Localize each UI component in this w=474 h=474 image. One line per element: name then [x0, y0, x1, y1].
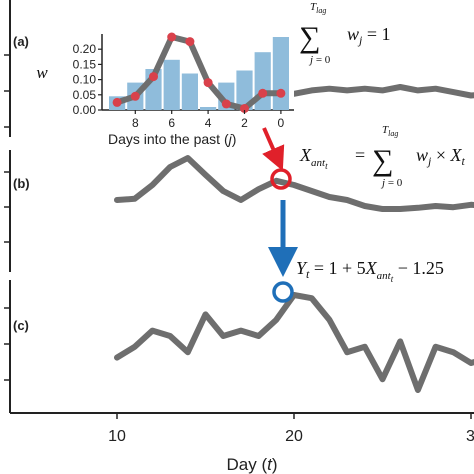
inset-point-2: [240, 104, 249, 113]
inset-point-6: [167, 32, 177, 42]
x-ticks: [116, 413, 472, 419]
x-tick-label-10: 10: [108, 428, 126, 445]
inset-y-tick-label: 0.05: [73, 88, 97, 102]
red-arrow: [262, 127, 285, 171]
x-tick-label-20: 20: [285, 428, 303, 445]
series-line-panel-b: [114, 155, 474, 212]
svg-text:wj = 1: wj = 1: [347, 24, 391, 47]
inset-point-0: [276, 88, 286, 98]
x-tick-label-30: 3: [466, 428, 474, 445]
inset-x-tick-label: 2: [241, 116, 248, 130]
svg-text:j = 0: j = 0: [308, 54, 331, 66]
equation-a: Tlag ∑ j = 0 wj = 1: [299, 1, 391, 66]
inset-point-8: [130, 91, 140, 101]
svg-text:wj × Xt: wj × Xt: [416, 145, 466, 168]
inset-y-tick-label: 0.15: [73, 57, 97, 71]
svg-text:Tlag: Tlag: [310, 1, 326, 15]
red-highlight-marker: [270, 168, 292, 190]
inset-x-tick-label: 8: [132, 116, 139, 130]
series-line-panel-c: [114, 292, 474, 393]
inset-point-1: [258, 88, 268, 98]
inset-x-tick-label: 0: [278, 116, 285, 130]
inset-bar-0: [272, 37, 289, 110]
x-axis-title: Day (t): [226, 455, 277, 474]
inset-y-tick-label: 0.10: [73, 73, 97, 87]
inset-y-axis-title: w: [36, 63, 48, 82]
inset-chart: 0.000.050.10 0.150.20 8 6 4 2 0 w Days into t…: [36, 30, 294, 147]
inset-x-axis-title: Days into the past (j): [108, 131, 236, 147]
panel-label-a: (a): [13, 34, 29, 49]
inset-point-9: [112, 97, 122, 107]
svg-text:∑: ∑: [299, 21, 320, 54]
svg-text:Yt = 1 + 5Xantt − 1.25: Yt = 1 + 5Xantt − 1.25: [296, 258, 444, 284]
panel-y-ticks: [4, 54, 10, 381]
inset-weight-line: [114, 34, 284, 112]
inset-point-7: [149, 72, 158, 82]
svg-text:j = 0: j = 0: [380, 177, 403, 189]
inset-bar-5: [181, 73, 198, 110]
inset-x-tick-label: 4: [205, 116, 212, 130]
svg-text:∑: ∑: [372, 144, 393, 177]
equation-c: Yt = 1 + 5Xantt − 1.25: [296, 258, 444, 284]
inset-y-tick-label: 0.20: [73, 42, 97, 56]
inset-bar-4: [200, 107, 217, 110]
inset-x-tick-label: 6: [168, 116, 175, 130]
panel-label-c: (c): [13, 318, 29, 333]
svg-text:Xantt: Xantt: [299, 145, 328, 171]
inset-point-3: [221, 99, 231, 109]
inset-bar-6: [163, 59, 180, 110]
inset-point-5: [185, 37, 195, 47]
svg-text:Tlag: Tlag: [382, 124, 398, 138]
inset-y-tick-label: 0.00: [73, 103, 97, 117]
inset-point-4: [203, 78, 213, 88]
blue-highlight-marker: [272, 281, 294, 303]
equation-b: Xantt = Tlag ∑ j = 0 wj × Xt: [299, 124, 466, 189]
inset-bar-2: [236, 70, 253, 110]
svg-text:=: =: [355, 145, 365, 165]
panel-label-b: (b): [13, 176, 30, 191]
